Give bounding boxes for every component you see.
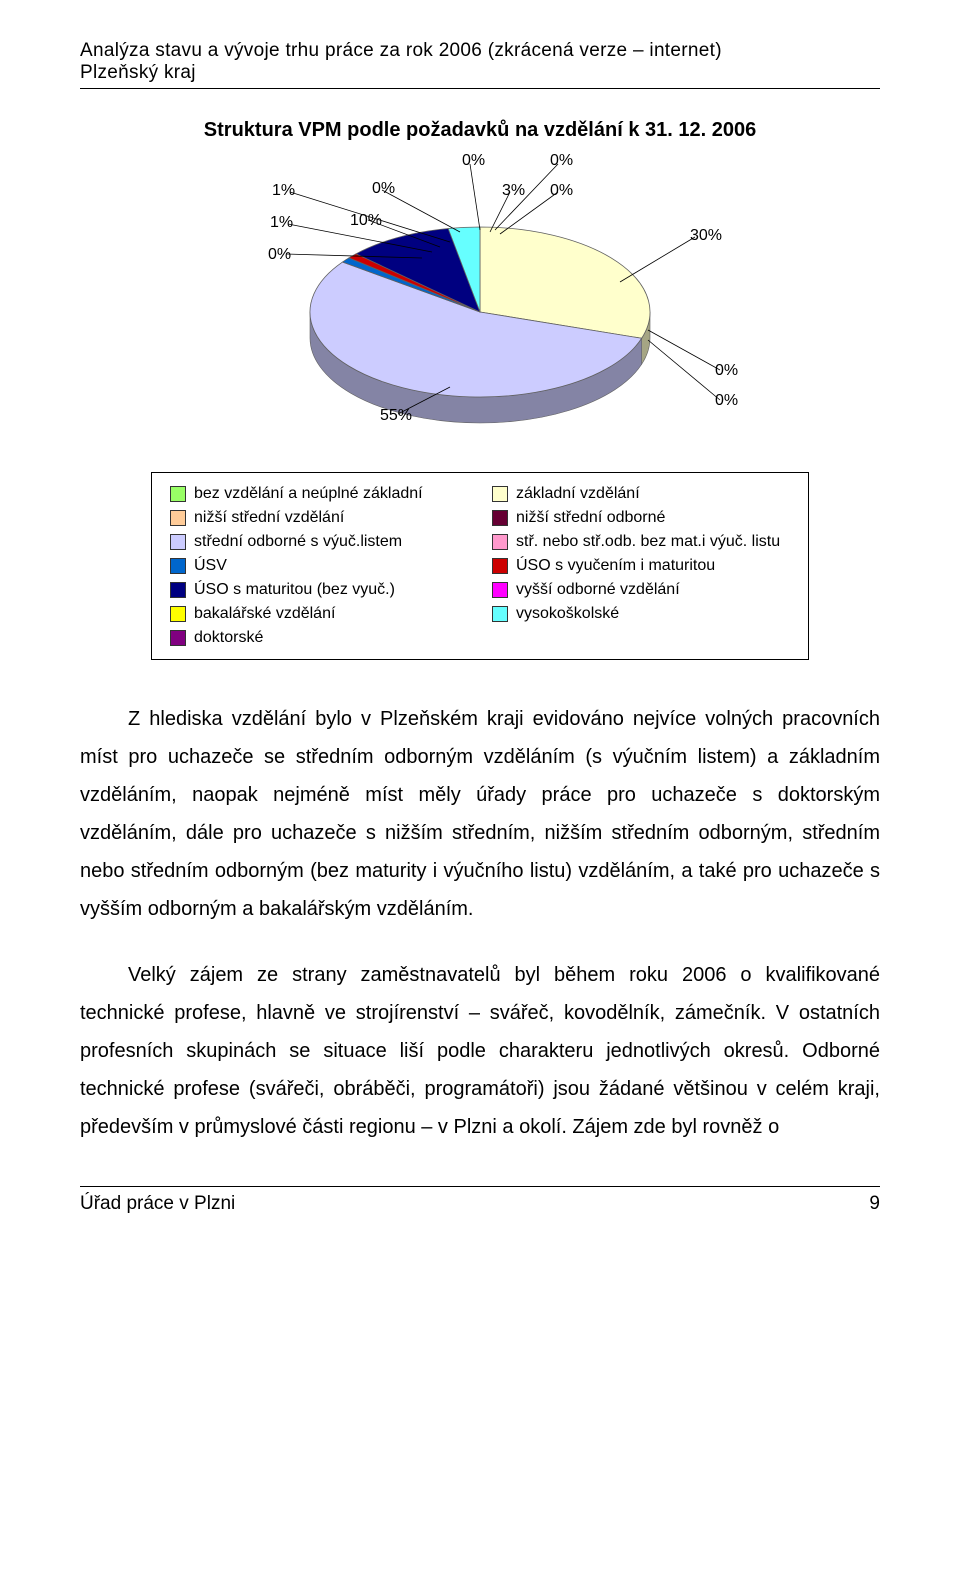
page-footer: Úřad práce v Plzni 9 (80, 1193, 880, 1215)
legend-swatch (170, 534, 186, 550)
legend-item: bakalářské vzdělání (170, 605, 468, 623)
legend-label: ÚSO s vyučením i maturitou (516, 557, 715, 575)
legend-swatch (492, 606, 508, 622)
legend-item (492, 629, 790, 647)
chart-pct-label: 3% (502, 182, 525, 200)
page-header: Analýza stavu a vývoje trhu práce za rok… (80, 40, 880, 89)
legend-swatch (492, 582, 508, 598)
footer-rule (80, 1186, 880, 1187)
chart-pct-label: 0% (715, 362, 738, 380)
legend-label: vysokoškolské (516, 605, 619, 623)
header-title-line-2: Plzeňský kraj (80, 62, 880, 84)
pie-chart-svg (150, 152, 810, 452)
legend-swatch (170, 582, 186, 598)
legend-swatch (170, 606, 186, 622)
chart-legend: bez vzdělání a neúplné základní základní … (151, 472, 809, 660)
legend-swatch (492, 534, 508, 550)
legend-item: doktorské (170, 629, 468, 647)
legend-swatch (170, 510, 186, 526)
legend-item: bez vzdělání a neúplné základní (170, 485, 468, 503)
chart-pct-label: 0% (715, 392, 738, 410)
paragraph-1: Z hlediska vzdělání bylo v Plzeňském kra… (80, 700, 880, 928)
chart-pct-label: 1% (272, 182, 295, 200)
legend-swatch (170, 630, 186, 646)
legend-item: ÚSO s vyučením i maturitou (492, 557, 790, 575)
legend-swatch (170, 558, 186, 574)
chart-pct-label: 0% (550, 152, 573, 170)
chart-title: Struktura VPM podle požadavků na vzdělán… (150, 119, 810, 142)
legend-item: střední odborné s výuč.listem (170, 533, 468, 551)
chart-pct-label: 55% (380, 407, 412, 425)
legend-label: ÚSV (194, 557, 227, 575)
legend-item: vyšší odborné vzdělání (492, 581, 790, 599)
legend-item: vysokoškolské (492, 605, 790, 623)
legend-label: bakalářské vzdělání (194, 605, 335, 623)
legend-swatch (170, 486, 186, 502)
legend-label: vyšší odborné vzdělání (516, 581, 680, 599)
legend-item: ÚSV (170, 557, 468, 575)
legend-item: stř. nebo stř.odb. bez mat.i výuč. listu (492, 533, 790, 551)
vpm-structure-chart: Struktura VPM podle požadavků na vzdělán… (150, 119, 810, 660)
legend-item: nižší střední odborné (492, 509, 790, 527)
chart-pct-label: 30% (690, 227, 722, 245)
legend-item: základní vzdělání (492, 485, 790, 503)
legend-swatch (492, 486, 508, 502)
legend-label: nižší střední vzdělání (194, 509, 344, 527)
legend-item: ÚSO s maturitou (bez vyuč.) (170, 581, 468, 599)
chart-pct-label: 10% (350, 212, 382, 230)
footer-left: Úřad práce v Plzni (80, 1193, 235, 1215)
footer-page-number: 9 (869, 1193, 880, 1215)
paragraph-2: Velký zájem ze strany zaměstnavatelů byl… (80, 956, 880, 1146)
chart-pct-label: 0% (372, 180, 395, 198)
legend-swatch (492, 558, 508, 574)
legend-swatch (492, 510, 508, 526)
body-text: Z hlediska vzdělání bylo v Plzeňském kra… (80, 700, 880, 1146)
legend-label: nižší střední odborné (516, 509, 665, 527)
legend-label: stř. nebo stř.odb. bez mat.i výuč. listu (516, 533, 780, 551)
header-rule (80, 88, 880, 89)
chart-pct-label: 0% (462, 152, 485, 170)
pie-chart-area: 0% 0% 0% 3% 0% 1% 10% 1% 0% 30% 55% 0% 0% (150, 152, 810, 452)
chart-pct-label: 0% (550, 182, 573, 200)
legend-item: nižší střední vzdělání (170, 509, 468, 527)
legend-label: ÚSO s maturitou (bez vyuč.) (194, 581, 395, 599)
legend-label: bez vzdělání a neúplné základní (194, 485, 423, 503)
chart-pct-label: 0% (268, 246, 291, 264)
header-title-line-1: Analýza stavu a vývoje trhu práce za rok… (80, 40, 880, 62)
legend-label: střední odborné s výuč.listem (194, 533, 402, 551)
legend-label: základní vzdělání (516, 485, 640, 503)
legend-label: doktorské (194, 629, 263, 647)
chart-pct-label: 1% (270, 214, 293, 232)
